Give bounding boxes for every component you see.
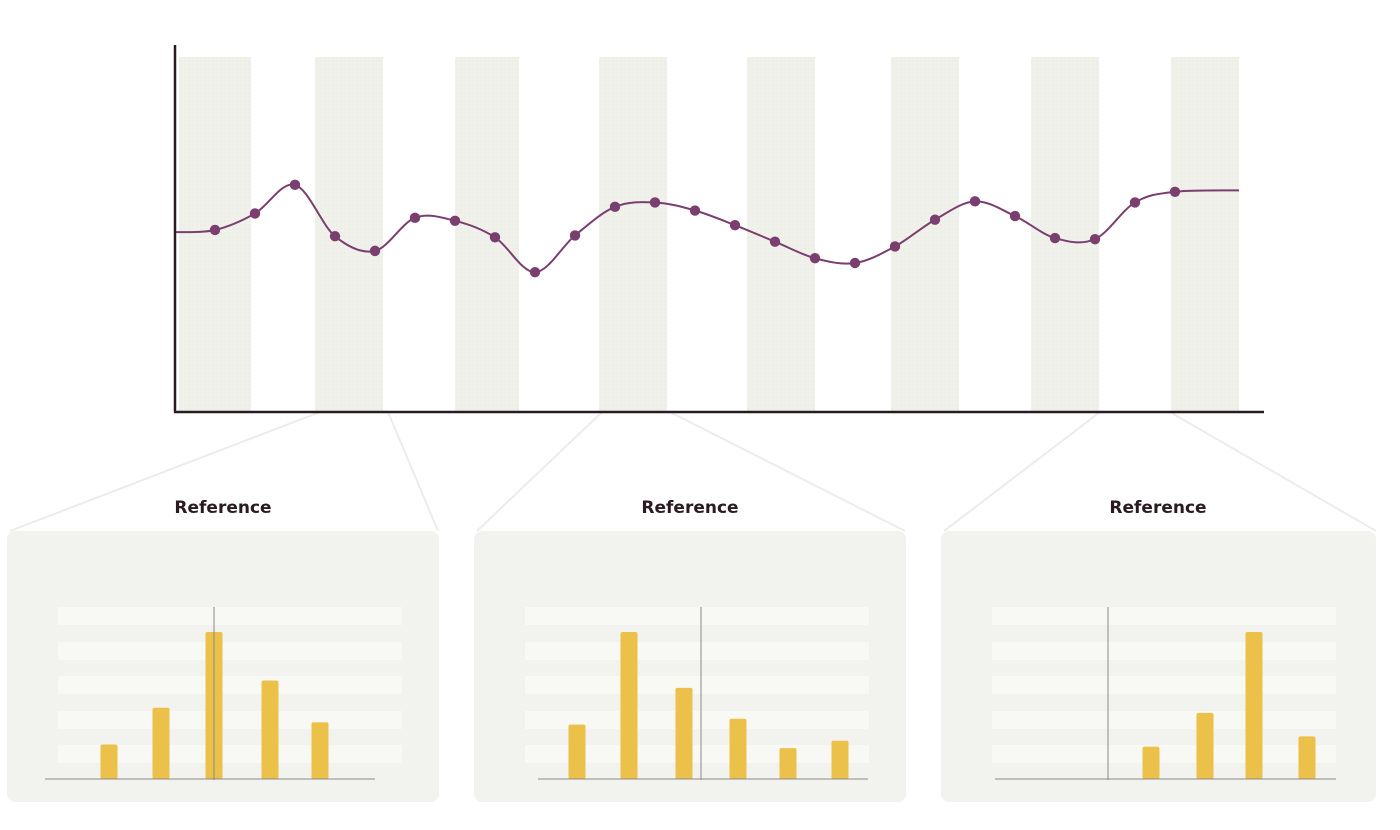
data-point-5 [369,245,381,257]
data-point-4 [329,231,341,242]
data-point-3 [289,179,301,191]
data-point-22 [1049,232,1061,244]
panel-title: Reference [641,498,738,518]
grid-stripe-1 [992,607,1336,625]
reference-panel-3: Reference [941,498,1376,802]
grid-stripe-2 [992,642,1336,660]
highlight-band-8 [1171,57,1239,412]
grid-stripe-1 [525,607,869,625]
bar-4 [261,680,279,779]
grid-stripe-3 [992,676,1336,694]
grid-stripe-3 [58,676,402,694]
data-point-14 [729,219,741,231]
highlight-band-7 [1031,57,1099,412]
series-points [209,179,1181,278]
bar-6 [831,740,849,779]
grid-stripe-5 [992,745,1336,763]
data-point-18 [889,241,901,252]
highlight-band-4 [599,57,667,412]
data-point-23 [1089,233,1101,245]
connector-right-panel [943,411,1377,532]
data-point-2 [249,208,261,219]
data-point-25 [1169,186,1181,197]
reference-panel-1: Reference [7,498,439,802]
main-line-chart [173,45,1264,414]
panel-bars [568,632,849,779]
data-point-21 [1009,210,1021,222]
bar-1 [1142,746,1160,779]
bar-2 [1196,712,1214,779]
bar-1 [568,724,586,779]
data-point-7 [449,215,461,226]
data-point-17 [849,257,861,269]
data-point-20 [969,196,981,207]
data-point-24 [1129,197,1141,208]
bar-4 [1298,736,1316,779]
highlight-bands [179,57,1239,412]
grid-stripe-1 [58,607,402,625]
data-point-12 [649,197,661,208]
bar-4 [729,718,747,779]
grid-stripe-4 [525,711,869,729]
grid-stripe-3 [525,676,869,694]
data-point-11 [609,201,621,213]
zoom-connectors [9,411,1377,532]
data-point-16 [809,253,821,264]
bar-1 [100,744,118,779]
data-point-15 [769,236,781,247]
grid-stripe-2 [525,642,869,660]
bar-2 [620,632,638,779]
data-point-13 [689,205,701,216]
bar-3 [1245,632,1263,779]
connector-left-panel [9,411,439,532]
panel-title: Reference [1109,498,1206,518]
bar-3 [675,687,693,779]
bar-2 [152,707,170,779]
grid-stripe-2 [58,642,402,660]
panel-background [941,531,1376,802]
grid-stripe-4 [992,711,1336,729]
data-point-19 [929,214,941,225]
bar-5 [311,722,329,779]
data-point-1 [209,224,221,236]
grid-stripe-4 [58,711,402,729]
data-point-9 [529,266,541,278]
highlight-band-6 [891,57,959,412]
data-point-10 [569,230,581,241]
highlight-band-2 [315,57,383,412]
highlight-band-3 [455,57,519,412]
connector-middle-panel [476,411,906,532]
bar-5 [779,748,797,779]
reference-panel-2: Reference [474,498,906,802]
data-point-6 [409,212,421,224]
panel-background [7,531,439,802]
data-point-8 [489,232,501,243]
panel-bars [1142,632,1316,779]
panel-title: Reference [174,498,271,518]
